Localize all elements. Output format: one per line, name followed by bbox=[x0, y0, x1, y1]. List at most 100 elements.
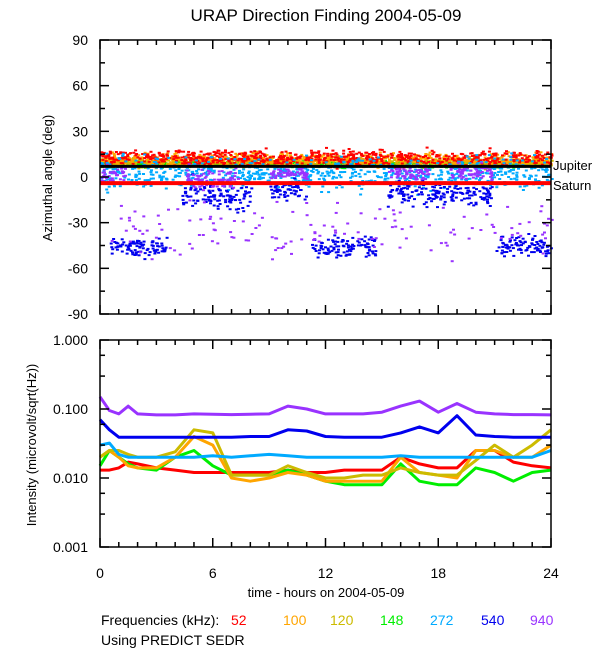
data-point bbox=[197, 155, 201, 158]
data-point bbox=[166, 162, 169, 165]
data-point bbox=[107, 160, 111, 163]
data-point bbox=[191, 161, 195, 164]
data-point bbox=[167, 156, 171, 159]
data-point bbox=[431, 158, 435, 161]
data-point bbox=[113, 163, 117, 166]
data-point bbox=[186, 178, 190, 181]
data-point bbox=[486, 169, 489, 172]
data-point bbox=[466, 167, 469, 170]
data-point bbox=[538, 160, 542, 163]
data-point bbox=[501, 245, 505, 248]
data-point bbox=[451, 195, 455, 198]
data-point bbox=[199, 218, 203, 221]
data-point bbox=[399, 189, 403, 192]
data-point bbox=[487, 162, 491, 165]
legend-item-272-khz: 272 bbox=[430, 612, 454, 628]
data-point bbox=[508, 240, 512, 243]
data-point bbox=[322, 224, 326, 227]
data-point bbox=[371, 153, 375, 156]
data-point bbox=[258, 150, 262, 153]
data-point bbox=[152, 249, 156, 252]
data-point bbox=[119, 162, 123, 165]
data-point bbox=[131, 167, 135, 170]
data-point bbox=[152, 161, 156, 163]
data-point bbox=[378, 153, 382, 156]
data-point bbox=[217, 152, 221, 155]
data-point bbox=[541, 168, 545, 171]
data-point bbox=[470, 152, 474, 155]
data-point bbox=[195, 170, 199, 172]
data-point bbox=[527, 159, 531, 161]
data-point bbox=[182, 162, 186, 165]
x-tick-label: 24 bbox=[543, 565, 559, 581]
data-point bbox=[309, 149, 313, 152]
data-point bbox=[452, 228, 455, 231]
data-point bbox=[495, 250, 499, 252]
data-point bbox=[315, 169, 319, 172]
data-point bbox=[254, 154, 258, 156]
data-point bbox=[359, 169, 363, 172]
data-point bbox=[165, 236, 169, 239]
data-point bbox=[305, 168, 309, 171]
data-point bbox=[496, 153, 500, 156]
data-point bbox=[259, 168, 263, 171]
data-point bbox=[413, 153, 416, 156]
data-point bbox=[440, 178, 444, 181]
data-point bbox=[204, 171, 207, 174]
data-point bbox=[379, 176, 383, 179]
data-point bbox=[369, 236, 373, 239]
data-point bbox=[490, 172, 494, 175]
data-point bbox=[350, 175, 354, 178]
data-point bbox=[533, 162, 537, 165]
data-point bbox=[233, 172, 237, 175]
data-point bbox=[421, 176, 425, 179]
data-point bbox=[397, 158, 401, 161]
data-point bbox=[365, 246, 369, 249]
data-point bbox=[238, 161, 242, 164]
data-point bbox=[467, 189, 470, 192]
data-point bbox=[284, 191, 287, 194]
data-point bbox=[226, 178, 230, 181]
data-point bbox=[120, 250, 124, 253]
data-point bbox=[544, 237, 547, 240]
data-point bbox=[205, 184, 209, 187]
data-point bbox=[303, 177, 307, 180]
data-point bbox=[270, 172, 273, 175]
data-point bbox=[111, 168, 115, 171]
chart-title: URAP Direction Finding 2004-05-09 bbox=[191, 6, 462, 25]
data-point bbox=[220, 151, 224, 154]
data-point bbox=[494, 152, 498, 155]
data-point bbox=[131, 242, 135, 245]
data-point bbox=[164, 187, 168, 190]
data-point bbox=[183, 191, 187, 194]
data-point bbox=[473, 160, 477, 162]
data-point bbox=[346, 240, 350, 243]
data-point bbox=[514, 155, 518, 158]
data-point bbox=[349, 176, 353, 179]
data-point bbox=[453, 178, 457, 181]
data-point bbox=[401, 156, 404, 159]
data-point bbox=[321, 248, 325, 251]
data-point bbox=[378, 151, 382, 154]
data-point bbox=[224, 149, 227, 152]
data-point bbox=[109, 152, 113, 155]
data-point bbox=[511, 247, 515, 250]
data-point bbox=[501, 158, 505, 161]
data-point bbox=[435, 189, 439, 192]
data-point bbox=[485, 195, 489, 198]
data-point bbox=[240, 159, 244, 162]
data-point bbox=[414, 168, 418, 171]
data-point bbox=[349, 161, 353, 163]
data-point bbox=[286, 194, 290, 197]
data-point bbox=[442, 203, 446, 206]
data-point bbox=[507, 176, 511, 178]
data-point bbox=[405, 155, 409, 158]
data-point bbox=[311, 167, 315, 170]
data-point bbox=[210, 240, 214, 243]
data-point bbox=[296, 156, 300, 159]
data-point bbox=[389, 190, 393, 193]
data-point bbox=[124, 160, 128, 163]
data-point bbox=[228, 208, 232, 211]
data-point bbox=[178, 163, 182, 166]
data-point bbox=[371, 244, 375, 247]
